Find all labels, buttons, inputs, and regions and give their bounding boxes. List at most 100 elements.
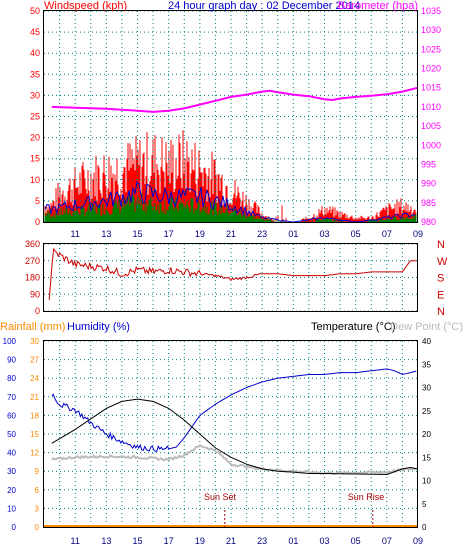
temp-y-tick: 5 — [422, 500, 427, 509]
x-tick-label: 01 — [288, 229, 298, 239]
direction-y-tick: 0 — [35, 306, 40, 316]
wind-y-tick: 15 — [30, 154, 40, 164]
humidity-axis-label: Humidity (%) — [67, 321, 130, 333]
x-tick-label: 13 — [101, 229, 111, 239]
x-tick-label: 15 — [132, 536, 142, 546]
x-tick-label: 11 — [70, 229, 79, 239]
temp-y-tick: 40 — [422, 337, 431, 346]
wind-axis-label: Windspeed (kph) — [44, 0, 127, 12]
baro-axis-label: Barometer (hpa) — [338, 0, 418, 12]
temp-y-tick: 15 — [422, 453, 431, 462]
wind-direction-line — [48, 247, 417, 300]
rain-y-tick: 15 — [30, 430, 39, 439]
x-tick-label: 09 — [413, 536, 423, 546]
direction-y-tick: 270 — [25, 256, 40, 266]
dewpoint-line — [51, 443, 417, 475]
humidity-y-tick: 100 — [3, 337, 17, 346]
direction-panel-frame — [43, 243, 418, 312]
top-panel-frame — [43, 10, 418, 223]
x-tick-label: 17 — [164, 229, 174, 239]
baro-y-tick: 1025 — [421, 44, 441, 54]
temperature-axis-label: Temperature (°C) — [311, 321, 395, 333]
baro-y-tick: 1030 — [421, 25, 441, 35]
barometer-line — [51, 86, 419, 113]
humidity-y-tick: 50 — [7, 430, 16, 439]
x-tick-label: 23 — [257, 536, 267, 546]
temp-y-tick: 35 — [422, 360, 431, 369]
humidity-y-tick: 70 — [7, 393, 16, 402]
temp-y-tick: 30 — [422, 384, 431, 393]
wind-y-tick: 30 — [30, 90, 40, 100]
temp-y-tick: 20 — [422, 430, 431, 439]
graph-title: 24 hour graph day : 02 December 2014 — [168, 0, 360, 12]
compass-label: N — [437, 239, 445, 251]
baro-y-tick: 995 — [421, 159, 436, 169]
baro-y-tick: 1020 — [421, 64, 441, 74]
wind-y-tick: 5 — [35, 196, 40, 206]
compass-label: N — [437, 306, 445, 318]
rain-y-tick: 6 — [35, 486, 40, 495]
rain-y-tick: 27 — [30, 356, 39, 365]
x-tick-label: 03 — [319, 536, 329, 546]
wind-y-tick: 20 — [30, 133, 40, 143]
temperature-line — [51, 398, 419, 476]
baro-y-tick: 990 — [421, 179, 436, 189]
baro-y-tick: 1015 — [421, 83, 441, 93]
wind-y-tick: 35 — [30, 69, 40, 79]
humidity-y-tick: 90 — [7, 356, 16, 365]
rain-y-tick: 24 — [30, 374, 39, 383]
humidity-y-tick: 10 — [7, 504, 16, 513]
compass-label: W — [437, 256, 448, 268]
x-tick-label: 07 — [382, 536, 392, 546]
humidity-y-tick: 30 — [7, 467, 16, 476]
average-wind-line — [44, 180, 416, 223]
rain-y-tick: 0 — [35, 523, 40, 532]
humidity-y-tick: 60 — [7, 411, 16, 420]
temp-y-tick: 10 — [422, 477, 431, 486]
humidity-y-tick: 40 — [7, 449, 16, 458]
x-tick-label: 09 — [413, 229, 423, 239]
wind-y-tick: 0 — [35, 217, 40, 227]
temp-y-tick: 0 — [422, 523, 427, 532]
humidity-y-tick: 20 — [7, 486, 16, 495]
dewpoint-axis-label: Dew Point (°C) — [390, 321, 463, 333]
x-tick-label: 11 — [70, 536, 79, 546]
rain-y-tick: 21 — [30, 393, 39, 402]
wind-y-tick: 50 — [30, 6, 40, 16]
x-tick-label: 07 — [382, 229, 392, 239]
humidity-y-tick: 0 — [12, 523, 17, 532]
wind-y-tick: 25 — [30, 112, 40, 122]
x-tick-label: 19 — [195, 536, 205, 546]
humidity-line — [51, 368, 417, 452]
baro-y-tick: 1005 — [421, 121, 441, 131]
wind-y-tick: 40 — [30, 48, 40, 58]
x-tick-label: 21 — [226, 536, 236, 546]
wind-y-tick: 45 — [30, 27, 40, 37]
baro-y-tick: 1000 — [421, 140, 441, 150]
bottom-panel-frame — [43, 340, 418, 528]
temp-y-tick: 25 — [422, 407, 431, 416]
x-tick-label: 23 — [257, 229, 267, 239]
wind-y-tick: 10 — [30, 175, 40, 185]
direction-y-tick: 360 — [25, 239, 40, 249]
direction-y-tick: 180 — [25, 273, 40, 283]
x-tick-label: 01 — [288, 536, 298, 546]
x-tick-label: 05 — [351, 536, 361, 546]
rain-y-tick: 9 — [35, 467, 40, 476]
x-tick-label: 15 — [132, 229, 142, 239]
x-tick-label: 05 — [351, 229, 361, 239]
baro-y-tick: 980 — [421, 217, 436, 227]
rain-y-tick: 18 — [30, 411, 39, 420]
x-tick-label: 03 — [319, 229, 329, 239]
sunrise-label: Sun Rise — [348, 492, 385, 502]
rain-y-tick: 3 — [35, 504, 40, 513]
x-tick-label: 13 — [101, 536, 111, 546]
baro-y-tick: 1010 — [421, 102, 441, 112]
rain-axis-label: Rainfall (mm) — [0, 321, 65, 333]
direction-y-tick: 90 — [30, 289, 40, 299]
rain-y-tick: 30 — [30, 337, 39, 346]
baro-y-tick: 1035 — [421, 6, 441, 16]
sunset-label: Sun Set — [204, 492, 237, 502]
baro-y-tick: 985 — [421, 198, 436, 208]
